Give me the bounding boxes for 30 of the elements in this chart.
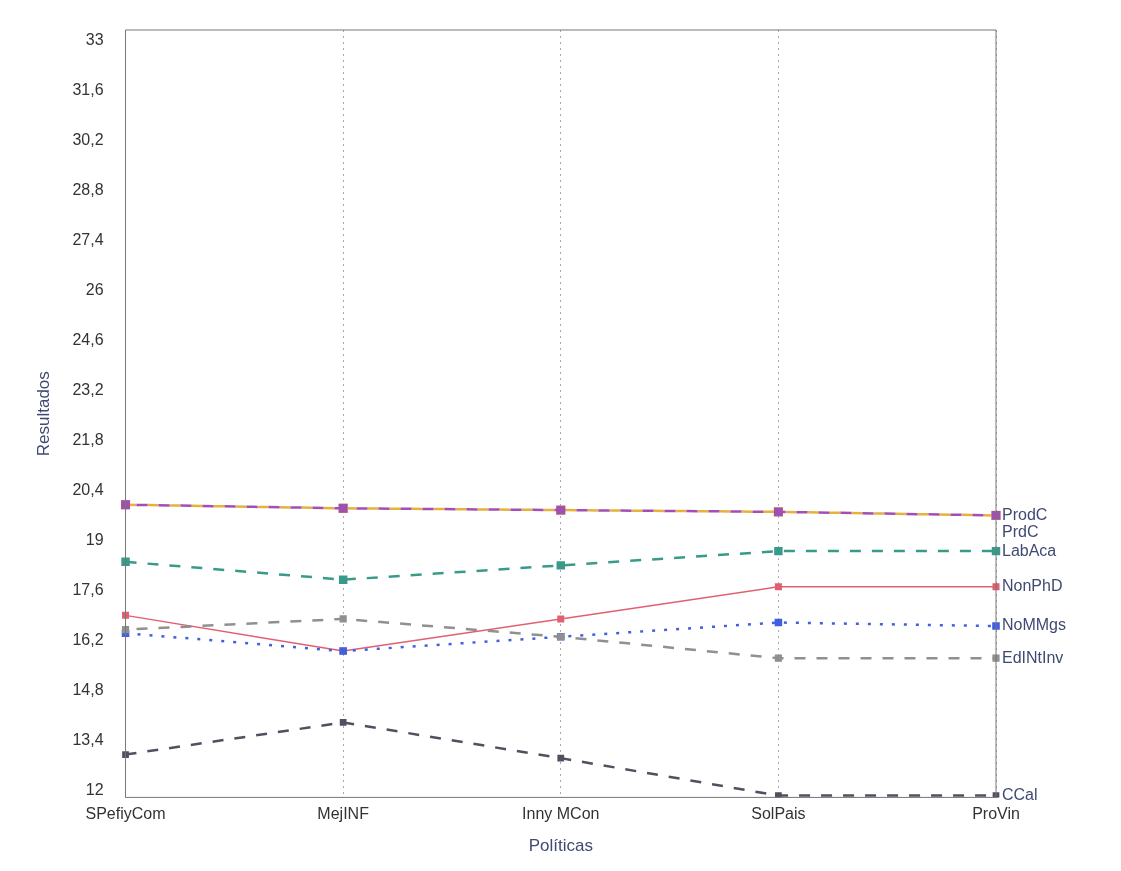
- series-label: EdINtInv: [1002, 648, 1064, 666]
- y-axis-title: Resultados: [33, 371, 53, 457]
- x-tick-label: SolPais: [751, 805, 806, 823]
- series-label: NoMMgs: [1002, 616, 1067, 634]
- series-label: PrdC: [1002, 522, 1039, 540]
- y-tick-label: 23,2: [72, 380, 104, 398]
- x-tick-label: Inny MCon: [522, 805, 600, 823]
- y-tick-label: 12: [85, 780, 104, 798]
- series-label: CCal: [1002, 786, 1038, 804]
- series-label: NonPhD: [1002, 577, 1063, 595]
- y-tick-label: 24,6: [72, 330, 104, 348]
- y-tick-label: 16,2: [72, 630, 104, 648]
- y-tick-label: 21,8: [72, 430, 104, 448]
- y-tick-label: 14,8: [72, 680, 104, 698]
- y-tick-label: 33: [85, 31, 104, 49]
- y-tick-label: 27,4: [72, 231, 104, 248]
- y-tick-label: 26: [85, 280, 104, 298]
- series-label: ProdC: [1002, 505, 1048, 523]
- series-label: LabAca: [1002, 541, 1057, 559]
- x-tick-label: MejINF: [317, 805, 370, 823]
- y-tick-label: 30,2: [72, 131, 104, 149]
- y-tick-label: 31,6: [72, 81, 104, 99]
- y-tick-label: 20,4: [72, 480, 104, 498]
- x-axis-title: Políticas: [528, 836, 593, 856]
- x-tick-label: ProVin: [972, 805, 1020, 823]
- x-tick-label: SPefiyCom: [85, 805, 166, 823]
- y-tick-label: 13,4: [72, 730, 104, 748]
- y-tick-label: 17,6: [72, 580, 104, 598]
- y-tick-label: 28,8: [72, 181, 104, 199]
- y-tick-label: 19: [85, 530, 104, 548]
